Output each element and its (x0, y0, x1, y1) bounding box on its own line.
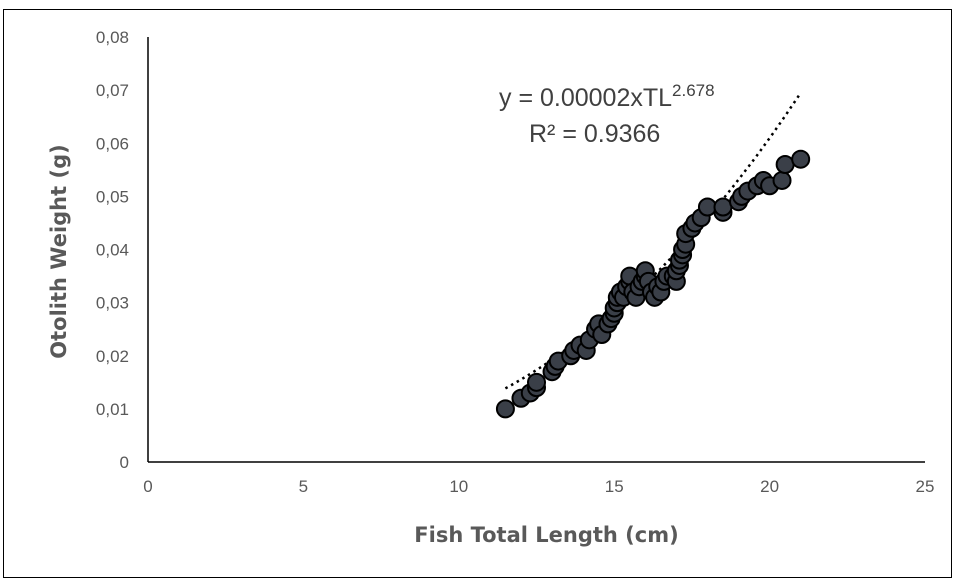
axes (147, 37, 925, 463)
r-squared-label: R² = 0.9366 (529, 120, 660, 148)
y-tick-label: 0,06 (96, 134, 129, 153)
x-axis-title: Fish Total Length (cm) (414, 523, 678, 547)
x-tick-label: 10 (449, 477, 468, 496)
data-point (791, 149, 811, 169)
data-point (697, 197, 717, 217)
chart-frame: 0 0,01 0,02 0,03 0,04 0,05 0,06 0,07 0,08 0 5 10 15 2… (3, 9, 952, 578)
x-tick-label: 5 (299, 477, 308, 496)
y-tick-label: 0,01 (96, 400, 129, 419)
equation-text: y = 0.00002xTL (499, 84, 672, 112)
trendline-equation: y = 0.00002xTL2.678 (499, 81, 715, 112)
y-tick-label: 0,05 (96, 187, 129, 206)
y-tick-label: 0,04 (96, 241, 129, 260)
y-tick-label: 0 (120, 453, 129, 472)
data-point (527, 372, 546, 392)
y-tick-label: 0,07 (96, 81, 129, 100)
x-tick-label: 25 (916, 477, 935, 496)
scatter-chart: 0 0,01 0,02 0,03 0,04 0,05 0,06 0,07 0,08 0 5 10 15 2… (47, 28, 935, 547)
data-point (772, 170, 792, 190)
x-tick-label: 15 (605, 477, 624, 496)
data-point (713, 197, 733, 217)
equation-exponent: 2.678 (672, 81, 715, 100)
tick-labels: 0 0,01 0,02 0,03 0,04 0,05 0,06 0,07 0,08 0 5 10 15 2… (96, 28, 935, 496)
x-tick-label: 20 (760, 477, 779, 496)
y-tick-label: 0,08 (96, 28, 129, 47)
x-tick-label: 0 (143, 477, 152, 496)
data-point (495, 399, 515, 419)
y-tick-label: 0,02 (96, 347, 129, 366)
data-point (775, 155, 795, 174)
data-points (495, 149, 811, 419)
y-tick-label: 0,03 (96, 294, 129, 313)
y-axis-title: Otolith Weight (g) (47, 144, 71, 358)
